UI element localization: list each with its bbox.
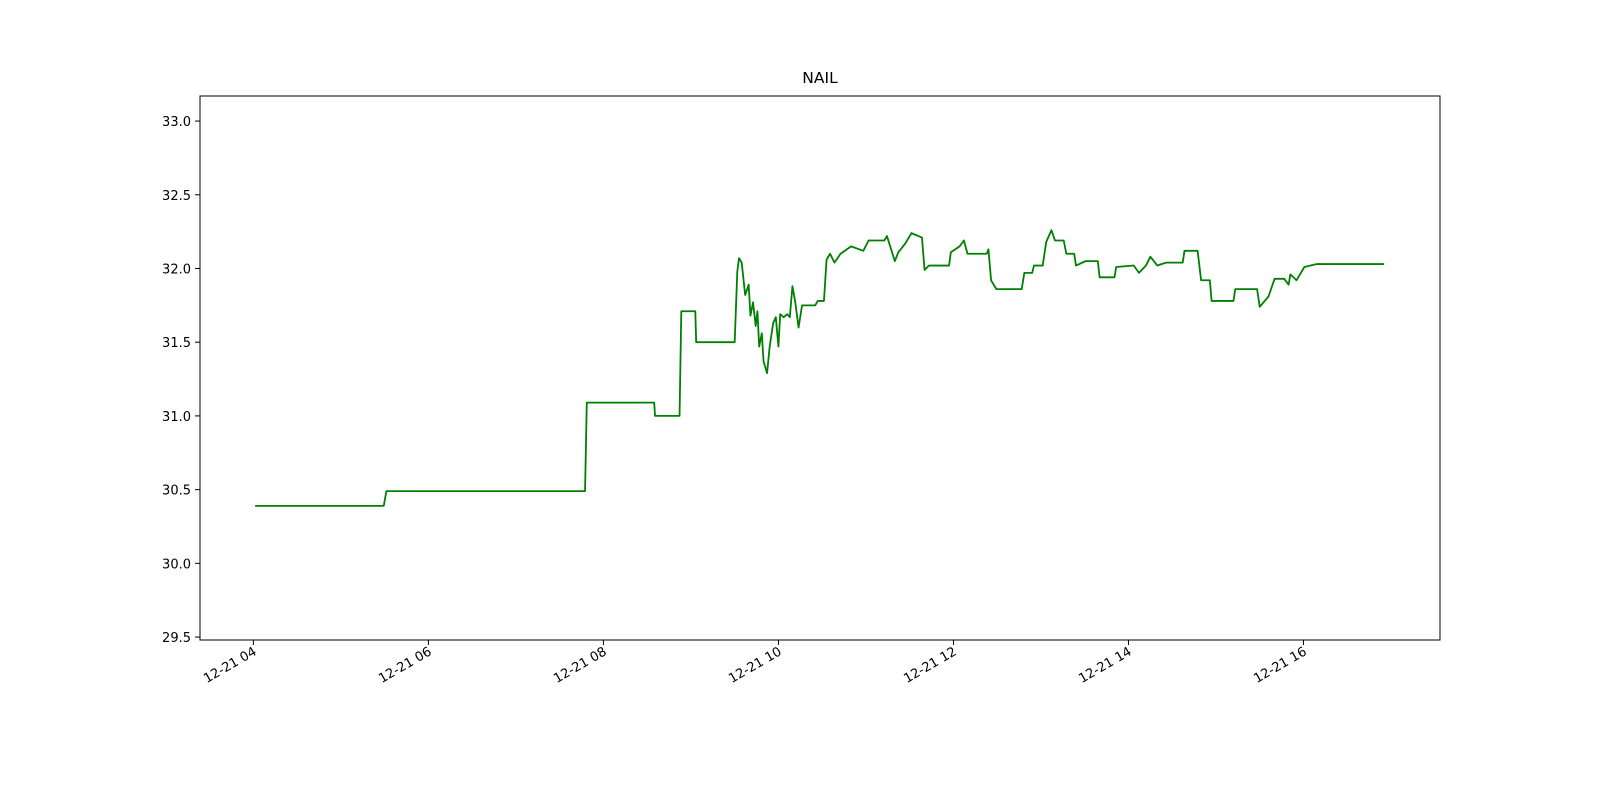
y-tick-label: 30.0 [162, 557, 191, 572]
x-tick-label: 12-21 06 [376, 644, 434, 686]
x-tick-label: 12-21 12 [901, 644, 959, 686]
axes-frame [199, 95, 1441, 641]
x-tick-label: 12-21 16 [1251, 644, 1309, 686]
x-tick-label: 12-21 08 [551, 644, 609, 686]
y-tick-label: 33.0 [162, 115, 191, 130]
y-tick-label: 32.5 [162, 189, 191, 204]
x-tick-label: 12-21 14 [1076, 644, 1134, 686]
x-tick-label: 12-21 10 [726, 644, 784, 686]
y-tick-label: 31.5 [162, 336, 191, 351]
x-tick-label: 12-21 04 [201, 644, 259, 686]
price-line [255, 229, 1384, 507]
y-tick-label: 32.0 [162, 262, 191, 277]
chart-title: NAIL [802, 69, 838, 87]
y-tick-label: 29.5 [162, 631, 191, 646]
y-tick-label: 31.0 [162, 410, 191, 425]
y-tick-label: 30.5 [162, 484, 191, 499]
